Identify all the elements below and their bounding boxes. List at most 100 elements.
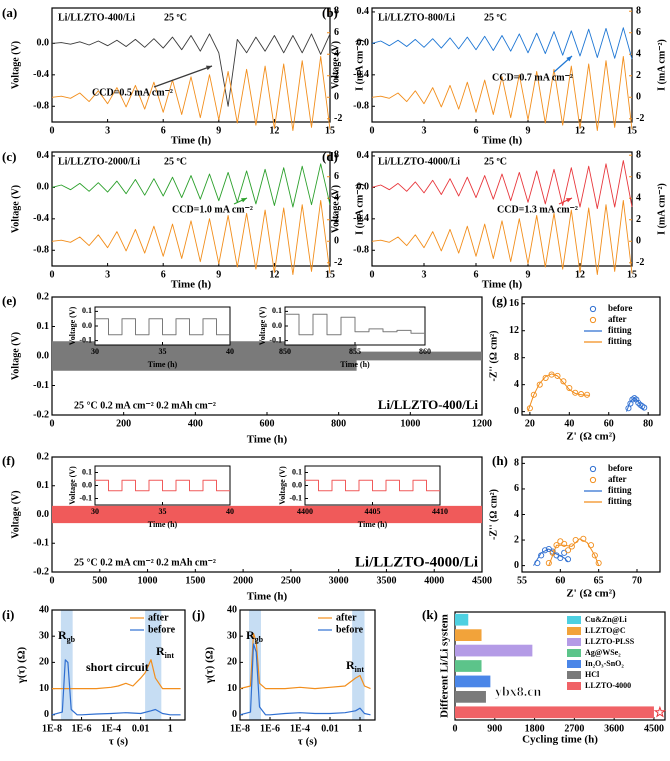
x-tick-label: 15 xyxy=(627,269,637,280)
watermark: ybx8.cn xyxy=(495,685,542,700)
data-line xyxy=(51,163,331,208)
y-tick-label: 10 xyxy=(39,683,49,694)
y-tick-label: 0.1 xyxy=(272,306,282,315)
y-tick-label: 4 xyxy=(514,379,519,390)
x-tick-label: 60 xyxy=(555,575,565,586)
y-tick-label: 0.0 xyxy=(37,38,50,49)
x-tick-label: 4400 xyxy=(297,507,313,516)
plot-frame xyxy=(51,609,186,721)
x-axis-label: Time (h) xyxy=(482,279,523,291)
x-tick-label: 3 xyxy=(422,125,427,136)
x-axis-label: τ (s) xyxy=(109,736,129,748)
y-tick-label: 0.4 xyxy=(37,150,50,161)
y-tick-label: -0.1 xyxy=(79,335,92,344)
voltage-band xyxy=(52,341,482,371)
panel-subtitle: 25 ºC xyxy=(484,156,507,167)
legend-label: Cu&Zn@Li xyxy=(585,615,627,624)
data-line xyxy=(285,313,425,336)
plot-frame xyxy=(51,7,331,123)
legend-label: before xyxy=(336,624,364,635)
data-line xyxy=(533,548,569,566)
x-axis-label: τ (s) xyxy=(298,736,318,748)
star-marker xyxy=(653,705,667,718)
y-axis-label: Voltage (V) xyxy=(330,185,341,233)
x-tick-label: 3500 xyxy=(376,575,396,586)
x-tick-label: 0 xyxy=(50,125,55,136)
data-point xyxy=(564,547,572,554)
x-tick-label: 30 xyxy=(91,347,99,356)
y2-axis-label: I (mA cm⁻²) xyxy=(354,39,365,91)
bar xyxy=(455,690,486,703)
x-axis-label: Z' (Ω cm²) xyxy=(566,431,616,443)
x-tick-label: 6 xyxy=(161,125,166,136)
x-axis-label: Cycling time (h) xyxy=(522,734,598,746)
x-tick-label: 15 xyxy=(325,125,335,136)
y-tick-label: -0.8 xyxy=(33,101,49,112)
x-axis-label: Time (h) xyxy=(148,520,178,529)
data-line xyxy=(51,33,331,107)
data-point xyxy=(557,554,564,561)
plot-frame xyxy=(371,151,633,267)
legend-marker xyxy=(589,316,597,324)
legend-swatch xyxy=(567,649,581,657)
x-tick-label: 2000 xyxy=(233,575,253,586)
x-axis-label: Time (h) xyxy=(247,434,288,446)
y-tick-label: 0.1 xyxy=(37,480,50,491)
data-point xyxy=(580,535,587,542)
y2-axis-label: I (mA cm⁻²) xyxy=(354,183,365,235)
y-tick-label: 0.2 xyxy=(37,291,50,302)
y-tick-label: 0.0 xyxy=(37,350,50,361)
bar xyxy=(455,660,482,672)
x-tick-label: 800 xyxy=(331,418,346,429)
y-tick-label: -0.8 xyxy=(33,245,49,256)
x-tick-label: 35 xyxy=(159,347,167,356)
annotation-subscript: int xyxy=(165,651,175,660)
annotation: Rgb xyxy=(58,628,76,644)
data-point xyxy=(566,384,573,392)
y-axis-label: γ(τ) (Ω) xyxy=(16,646,28,684)
highlight-region xyxy=(249,610,261,720)
x-tick-label: 0 xyxy=(370,269,375,280)
x-tick-label: 9 xyxy=(216,269,221,280)
y2-tick-label: 2 xyxy=(636,214,641,225)
annotation-text: R xyxy=(156,644,165,658)
y-tick-label: -0.1 xyxy=(33,380,49,391)
annotation: CCD=1.3 mA cm⁻² xyxy=(497,204,578,215)
data-point xyxy=(560,378,567,385)
y-tick-label: 0.0 xyxy=(272,321,282,330)
x-tick-label: 400 xyxy=(188,418,203,429)
x-tick-label: 2700 xyxy=(564,723,584,734)
panel-subtitle: 25 ºC xyxy=(164,156,187,167)
data-line xyxy=(95,318,230,336)
y-axis-label: -Z'' (Ω cm²) xyxy=(488,489,499,540)
x-tick-label: 1E-4 xyxy=(101,723,121,734)
annotation-text: R xyxy=(346,658,355,672)
annotation-subscript: int xyxy=(355,665,365,674)
arrow-head xyxy=(206,65,212,71)
conditions: 25 °C 0.2 mA cm⁻² 0.2 mAh cm⁻² xyxy=(74,557,216,568)
x-tick-label: 65 xyxy=(594,575,604,586)
y-tick-label: 30 xyxy=(227,630,237,641)
y-axis-label: Voltage (V) xyxy=(330,41,341,89)
x-tick-label: 1200 xyxy=(472,418,492,429)
panel-subtitle: 25 ºC xyxy=(484,12,507,23)
y-tick-label: -0.4 xyxy=(33,213,49,224)
y2-tick-label: 8 xyxy=(334,6,339,17)
arrow-head xyxy=(241,198,247,203)
y-tick-label: 30 xyxy=(39,630,49,641)
data-point xyxy=(536,381,543,388)
annotation-text: short circuit xyxy=(86,660,149,674)
y-axis-label: γ(τ) (Ω) xyxy=(204,646,216,684)
y-axis-label: Voltage (V) xyxy=(10,332,21,380)
x-tick-label: 3600 xyxy=(604,723,624,734)
panel-title: Li/LLZTO-800/Li xyxy=(378,12,455,23)
x-tick-label: 6 xyxy=(161,269,166,280)
data-line xyxy=(371,55,633,132)
x-tick-label: 40 xyxy=(564,418,574,429)
x-axis-label: Time (h) xyxy=(482,135,523,147)
data-point xyxy=(530,391,537,398)
x-tick-label: 0 xyxy=(453,723,458,734)
x-tick-label: 500 xyxy=(92,575,107,586)
bar xyxy=(455,675,491,688)
legend-swatch xyxy=(567,616,581,624)
